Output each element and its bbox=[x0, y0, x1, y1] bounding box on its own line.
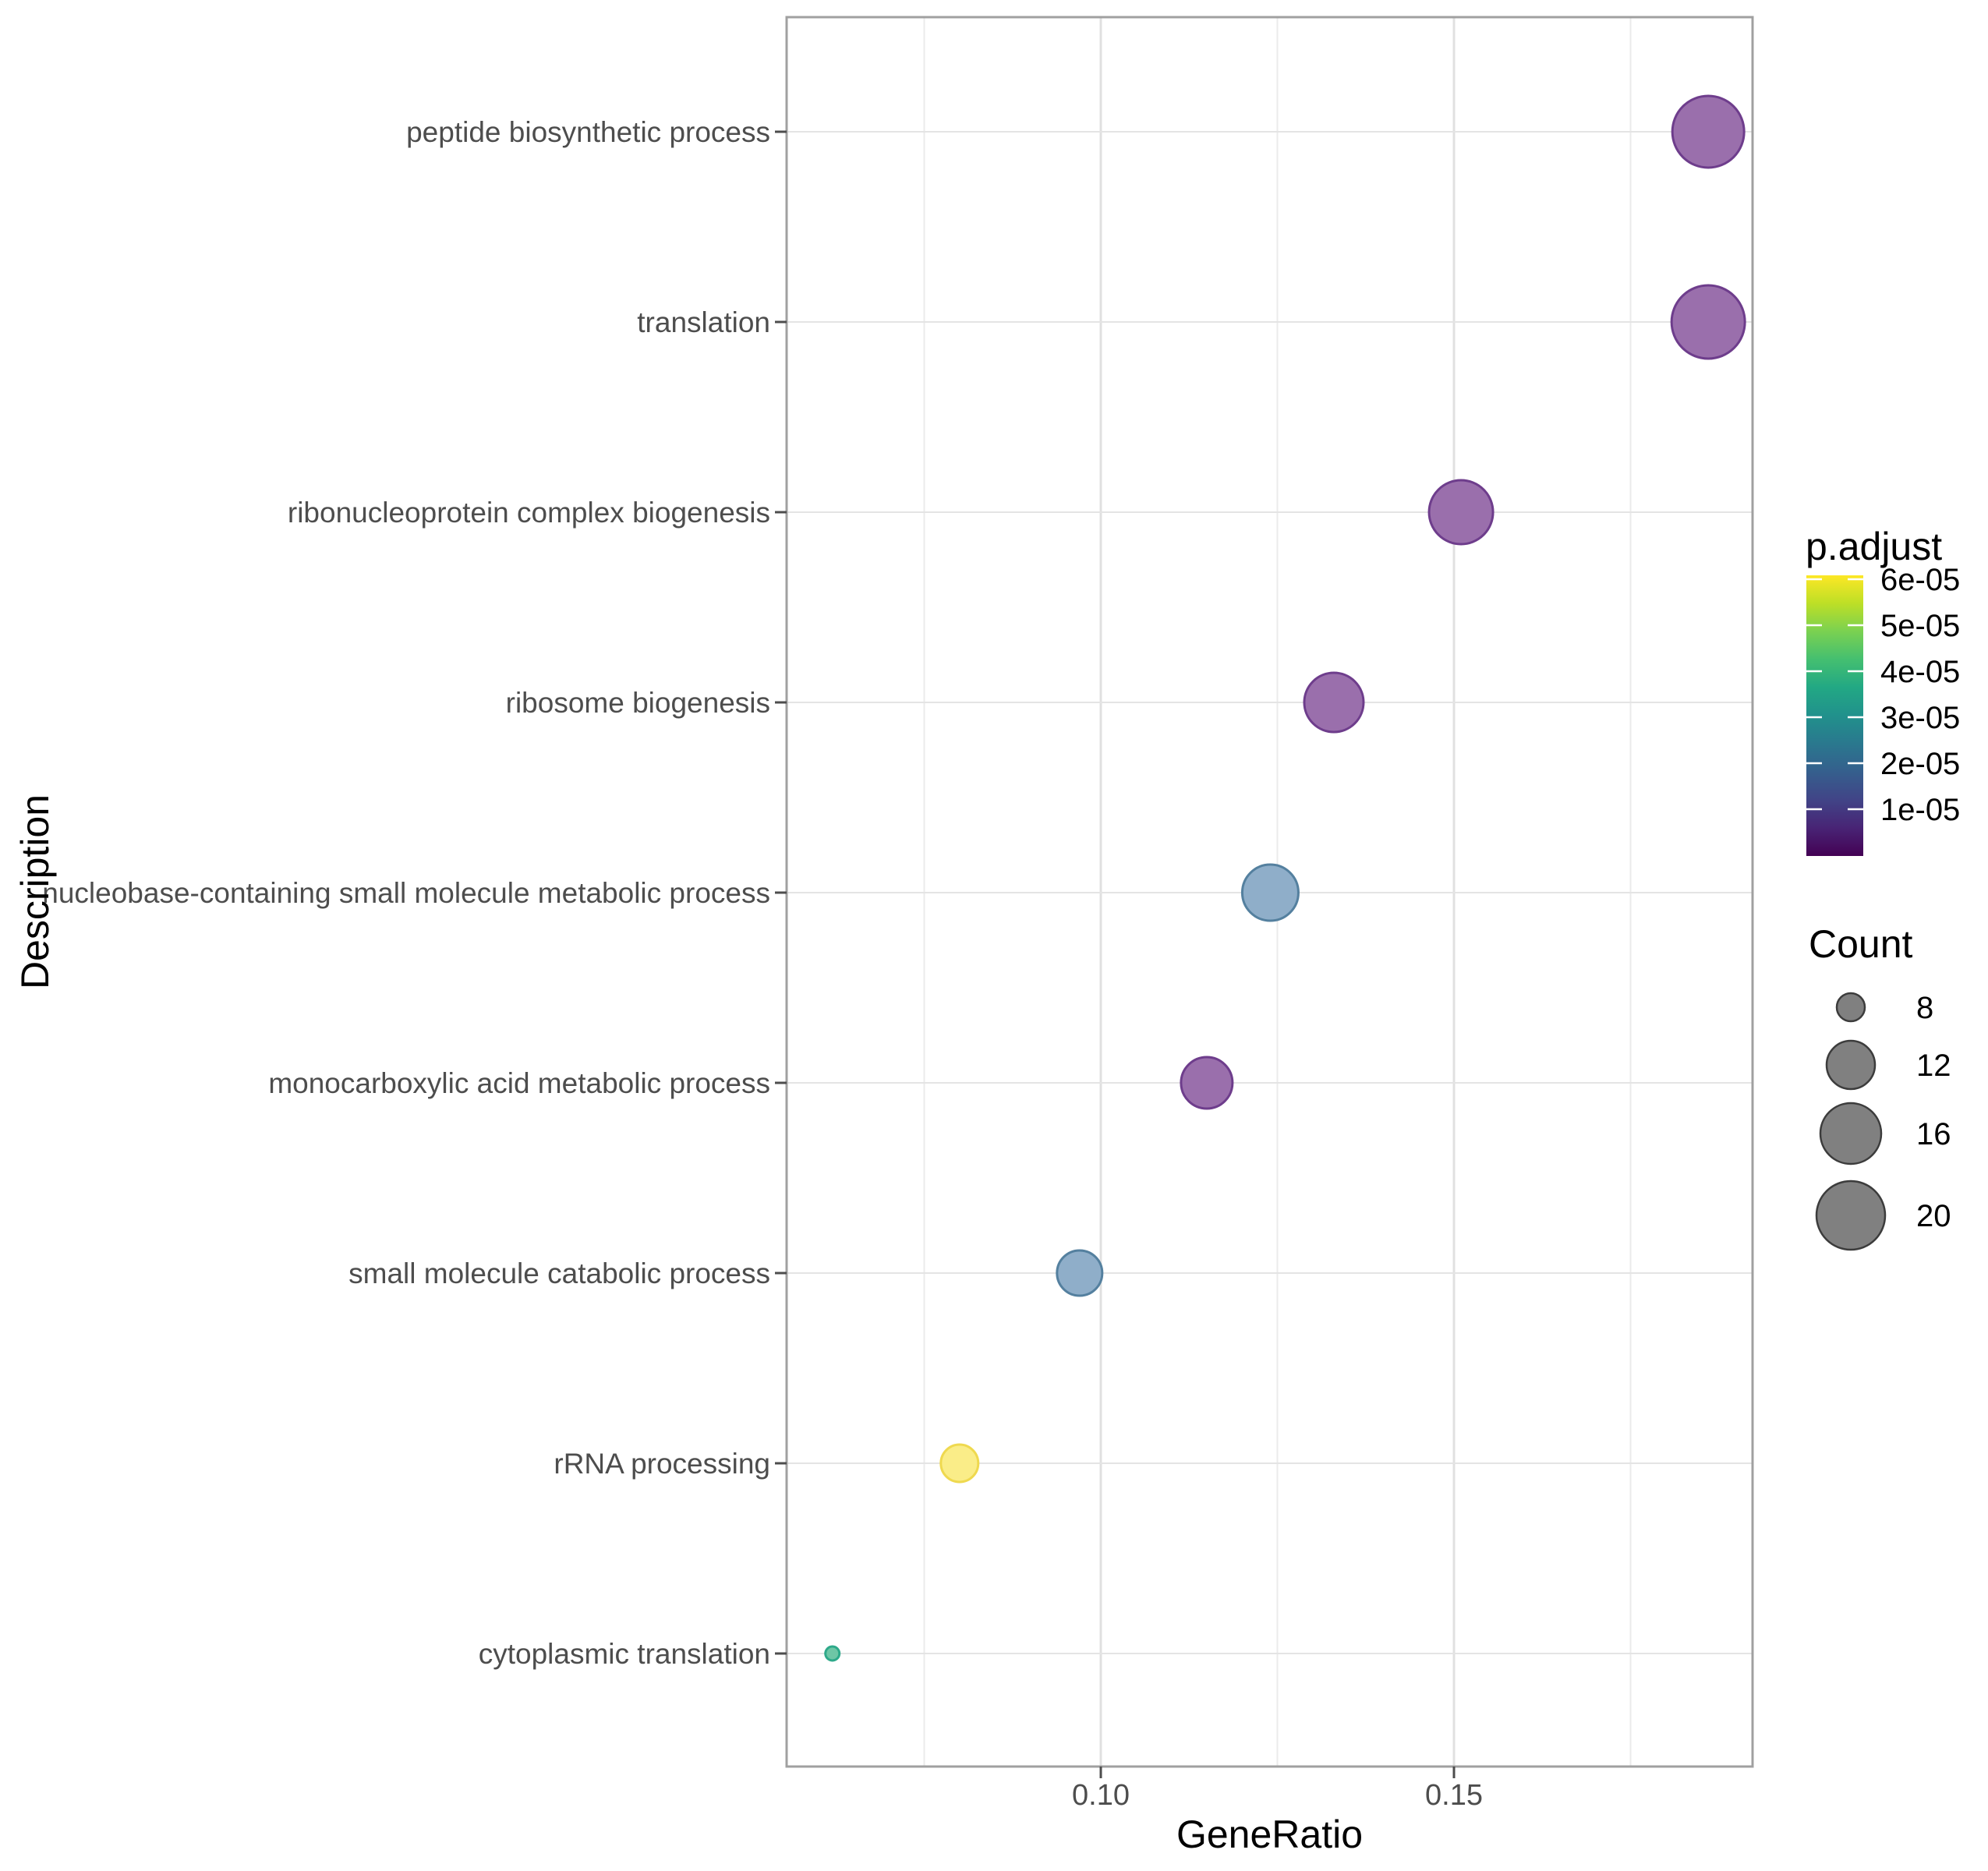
count-legend-title: Count bbox=[1809, 922, 1913, 966]
count-legend-label: 16 bbox=[1916, 1117, 1951, 1151]
y-axis-title: Description bbox=[13, 794, 57, 990]
count-legend-circle bbox=[1825, 1039, 1877, 1091]
data-point bbox=[1670, 284, 1746, 360]
y-category-label: peptide biosynthetic process bbox=[406, 116, 770, 148]
y-category-label: cytoplasmic translation bbox=[479, 1638, 770, 1670]
padjust-legend-title: p.adjust bbox=[1806, 525, 1943, 568]
y-category-label: rRNA processing bbox=[554, 1448, 770, 1480]
count-legend-circle bbox=[1819, 1102, 1883, 1165]
count-legend-circle bbox=[1815, 1180, 1887, 1251]
padjust-colorbar bbox=[1806, 575, 1863, 856]
x-axis-title: GeneRatio bbox=[1176, 1813, 1364, 1856]
count-legend-label: 8 bbox=[1916, 991, 1933, 1025]
colorbar-tick-label: 2e-05 bbox=[1880, 747, 1960, 781]
y-category-label: ribosome biogenesis bbox=[506, 687, 770, 719]
data-point bbox=[1240, 863, 1300, 922]
data-point bbox=[939, 1443, 980, 1484]
x-tick-label: 0.10 bbox=[1072, 1779, 1130, 1812]
y-category-label: ribonucleoprotein complex biogenesis bbox=[288, 497, 770, 529]
count-legend-label: 20 bbox=[1916, 1199, 1951, 1233]
colorbar-tick-label: 4e-05 bbox=[1880, 655, 1960, 689]
data-point bbox=[1671, 94, 1746, 169]
y-category-label: translation bbox=[637, 306, 770, 338]
data-point bbox=[1427, 479, 1495, 546]
colorbar-tick-label: 1e-05 bbox=[1880, 793, 1960, 827]
colorbar-tick-label: 6e-05 bbox=[1880, 563, 1960, 597]
count-legend-label: 12 bbox=[1916, 1049, 1951, 1083]
x-tick-label: 0.15 bbox=[1425, 1779, 1483, 1812]
data-point bbox=[824, 1645, 841, 1662]
count-legend-circle bbox=[1835, 992, 1866, 1023]
data-point bbox=[1180, 1056, 1234, 1110]
y-category-label: nucleobase-containing small molecule met… bbox=[42, 877, 770, 909]
data-point bbox=[1303, 671, 1365, 734]
colorbar-tick-label: 3e-05 bbox=[1880, 701, 1960, 735]
y-category-label: small molecule catabolic process bbox=[348, 1257, 770, 1289]
data-point bbox=[1056, 1249, 1104, 1297]
y-category-label: monocarboxylic acid metabolic process bbox=[268, 1067, 770, 1099]
colorbar-tick-label: 5e-05 bbox=[1880, 609, 1960, 643]
